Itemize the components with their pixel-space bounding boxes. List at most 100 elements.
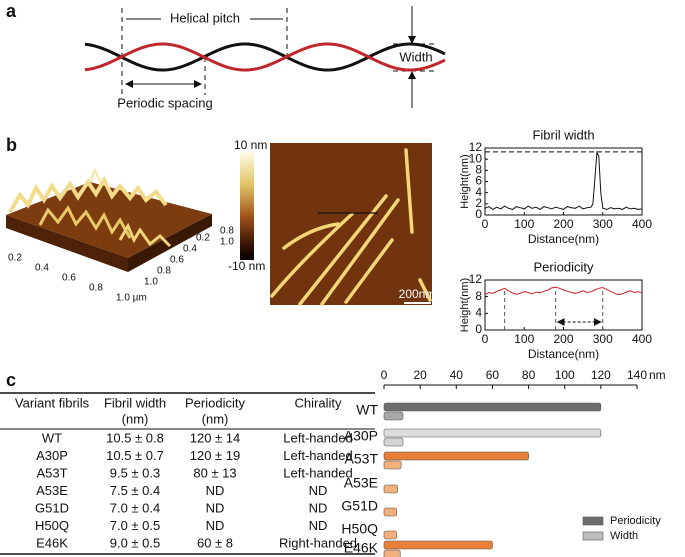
bar bbox=[383, 428, 602, 438]
category-label: A53T bbox=[345, 451, 379, 467]
table-cell: H50Q bbox=[35, 518, 69, 533]
y-tick-label: 8 bbox=[475, 163, 482, 177]
table-cell: ND bbox=[309, 500, 328, 515]
width-label: Width bbox=[399, 49, 432, 64]
axis-unit: nm bbox=[649, 368, 666, 382]
panel-label: a bbox=[6, 1, 17, 21]
table-cell: 120 ± 14 bbox=[190, 430, 241, 445]
x-axis-label: Distance(nm) bbox=[528, 347, 599, 361]
table-cell: 60 ± 8 bbox=[197, 535, 233, 550]
y-tick-label: 8 bbox=[475, 289, 482, 303]
bar bbox=[383, 460, 402, 470]
table-cell: 120 ± 19 bbox=[190, 448, 241, 463]
surface-axis-label: 0.8 bbox=[89, 283, 103, 294]
y-tick-label: 12 bbox=[469, 272, 483, 286]
periodic-spacing-label: Periodic spacing bbox=[117, 95, 212, 110]
category-label: E46K bbox=[344, 540, 379, 556]
y-tick-label: 10 bbox=[469, 151, 483, 165]
surface-axis-label: 0.8 bbox=[157, 266, 171, 277]
surface-axis-label: 1.0 µm bbox=[116, 293, 147, 304]
colorbar bbox=[240, 152, 254, 260]
table-cell: Right-handed bbox=[279, 535, 357, 550]
helix-strand-black bbox=[84, 42, 446, 72]
table-header: (nm) bbox=[202, 411, 229, 426]
x-tick-label: 300 bbox=[593, 332, 613, 346]
scale-bar-label: 200nm bbox=[399, 287, 436, 301]
table-header: Variant fibrils bbox=[15, 395, 90, 410]
category-label: H50Q bbox=[341, 521, 378, 537]
bar bbox=[383, 507, 397, 517]
x-tick-label: 60 bbox=[486, 368, 500, 382]
plot-frame bbox=[484, 147, 643, 216]
panel-label: b bbox=[6, 135, 17, 155]
y-tick-label: 12 bbox=[469, 140, 483, 154]
table-header: Fibril width bbox=[104, 395, 166, 410]
table-cell: 10.5 ± 0.8 bbox=[106, 430, 164, 445]
surface-axis-label: 0.8 bbox=[220, 226, 234, 237]
surface-axis-label: 0.4 bbox=[35, 263, 49, 274]
chart-title: Periodicity bbox=[534, 259, 594, 274]
x-tick-label: 300 bbox=[593, 217, 613, 231]
bar bbox=[383, 484, 398, 494]
bar bbox=[383, 549, 401, 557]
x-tick-label: 80 bbox=[522, 368, 536, 382]
category-label: A53E bbox=[344, 475, 378, 491]
table-cell: ND bbox=[206, 518, 225, 533]
x-tick-label: 100 bbox=[514, 217, 534, 231]
surface-axis-label: 0.2 bbox=[196, 233, 210, 244]
table-cell: 7.5 ± 0.4 bbox=[110, 483, 161, 498]
table-cell: A30P bbox=[36, 448, 68, 463]
bar bbox=[383, 530, 397, 540]
x-tick-label: 200 bbox=[553, 332, 573, 346]
legend-swatch bbox=[582, 531, 604, 541]
x-axis-label: Distance(nm) bbox=[528, 232, 599, 246]
bar bbox=[383, 402, 602, 412]
surface-axis-label: 0.2 bbox=[8, 253, 22, 264]
x-tick-label: 100 bbox=[514, 332, 534, 346]
y-tick-label: 0 bbox=[475, 207, 482, 221]
chart-title: Fibril width bbox=[532, 127, 594, 142]
table-cell: A53T bbox=[36, 465, 67, 480]
table-cell: 80 ± 13 bbox=[193, 465, 236, 480]
category-label: G51D bbox=[341, 498, 378, 514]
y-axis-label: Height(nm) bbox=[459, 278, 471, 332]
category-label: A30P bbox=[344, 428, 378, 444]
table-cell: 10.5 ± 0.7 bbox=[106, 448, 164, 463]
y-tick-label: 2 bbox=[475, 196, 482, 210]
panel-label: c bbox=[6, 370, 16, 390]
legend-label: Width bbox=[610, 530, 638, 542]
x-tick-label: 120 bbox=[591, 368, 611, 382]
x-tick-label: 40 bbox=[450, 368, 464, 382]
x-tick-label: 200 bbox=[553, 217, 573, 231]
surface-axis-label: 1.0 bbox=[144, 277, 158, 288]
helix-strand-red bbox=[84, 42, 446, 72]
y-axis-label: Height(nm) bbox=[459, 154, 471, 208]
bar bbox=[383, 437, 404, 447]
table-cell: ND bbox=[309, 483, 328, 498]
bar bbox=[383, 411, 404, 421]
x-tick-label: 0 bbox=[482, 332, 489, 346]
table-cell: Left-handed bbox=[283, 465, 352, 480]
x-tick-label: 20 bbox=[413, 368, 427, 382]
table-cell: E46K bbox=[36, 535, 68, 550]
y-tick-label: 0 bbox=[475, 322, 482, 336]
table-cell: WT bbox=[42, 430, 62, 445]
table-cell: Left-handed bbox=[283, 430, 352, 445]
colorbar-min: -10 nm bbox=[228, 259, 265, 273]
y-tick-label: 4 bbox=[475, 185, 482, 199]
bar bbox=[383, 540, 493, 550]
table-cell: A53E bbox=[36, 483, 68, 498]
x-tick-label: 400 bbox=[632, 332, 652, 346]
y-tick-label: 4 bbox=[475, 306, 482, 320]
table-cell: 9.5 ± 0.3 bbox=[110, 465, 161, 480]
table-header: (nm) bbox=[122, 411, 149, 426]
afm-3d-surface bbox=[6, 167, 212, 272]
colorbar-max: 10 nm bbox=[234, 138, 267, 152]
table-header: Periodicity bbox=[185, 395, 245, 410]
x-tick-label: 100 bbox=[555, 368, 575, 382]
x-tick-label: 400 bbox=[632, 217, 652, 231]
legend-label: Periodicity bbox=[610, 515, 661, 527]
x-tick-label: 0 bbox=[482, 217, 489, 231]
legend-swatch bbox=[582, 516, 604, 526]
